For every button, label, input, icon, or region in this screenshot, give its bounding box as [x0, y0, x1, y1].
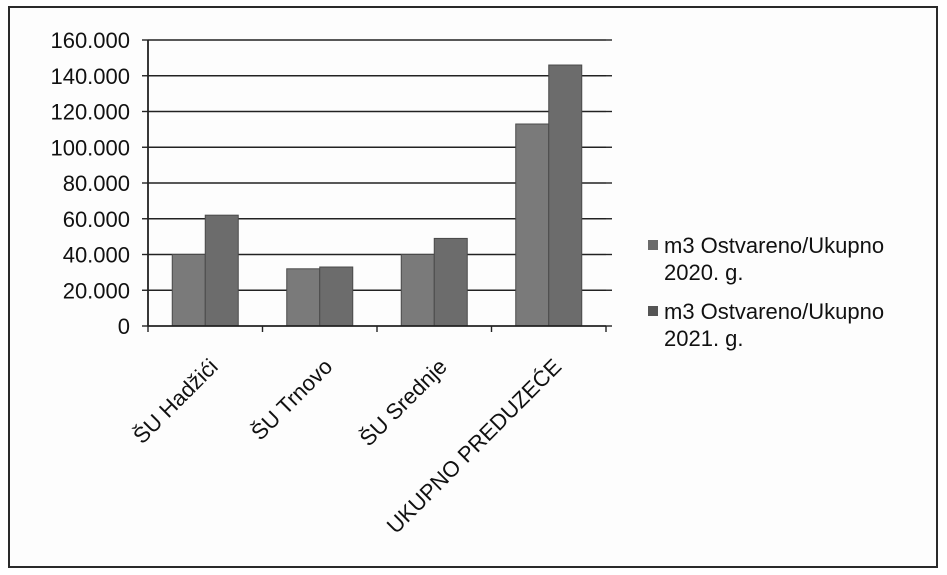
bar-1-1: [319, 266, 354, 327]
legend-swatch-2021: [648, 306, 658, 316]
bar-1-0: [286, 268, 321, 327]
y-tick-label: 80.000: [63, 171, 130, 196]
y-tick-label: 0: [118, 314, 130, 339]
x-tick-label: ŠU Hadžići: [128, 354, 223, 449]
bar-2-0: [400, 254, 435, 327]
bars: [171, 64, 583, 327]
bar-3-1: [548, 64, 583, 327]
legend-item-2020: m3 Ostvareno/Ukupno 2020. g.: [648, 232, 940, 286]
y-tick-label: 40.000: [63, 243, 130, 268]
legend-swatch-2020: [648, 240, 658, 250]
legend-label-2020: m3 Ostvareno/Ukupno 2020. g.: [664, 233, 885, 285]
y-tick-label: 160.000: [50, 28, 130, 53]
y-tick-label: 120.000: [50, 100, 130, 125]
bar-0-0: [171, 254, 206, 327]
y-tick-label: 140.000: [50, 64, 130, 89]
legend-label-2021: m3 Ostvareno/Ukupno 2021. g.: [664, 299, 885, 351]
y-tick-labels: 0 20.000 40.000 60.000 80.000 100.000 120.000 1…: [50, 28, 130, 339]
x-tick-label: ŠU Srednje: [355, 354, 452, 451]
legend-item-2021: m3 Ostvareno/Ukupno 2021. g.: [648, 298, 940, 352]
bar-3-0: [515, 123, 550, 327]
bar-2-1: [433, 237, 468, 327]
y-tick-label: 20.000: [63, 278, 130, 303]
y-tick-label: 100.000: [50, 135, 130, 160]
legend: m3 Ostvareno/Ukupno 2020. g. m3 Ostvaren…: [648, 232, 940, 364]
x-tick-label: ŠU Trnovo: [246, 354, 337, 445]
y-tick-label: 60.000: [63, 207, 130, 232]
axes: [142, 39, 612, 332]
chart-frame: [8, 6, 938, 568]
bar-0-1: [204, 214, 239, 327]
